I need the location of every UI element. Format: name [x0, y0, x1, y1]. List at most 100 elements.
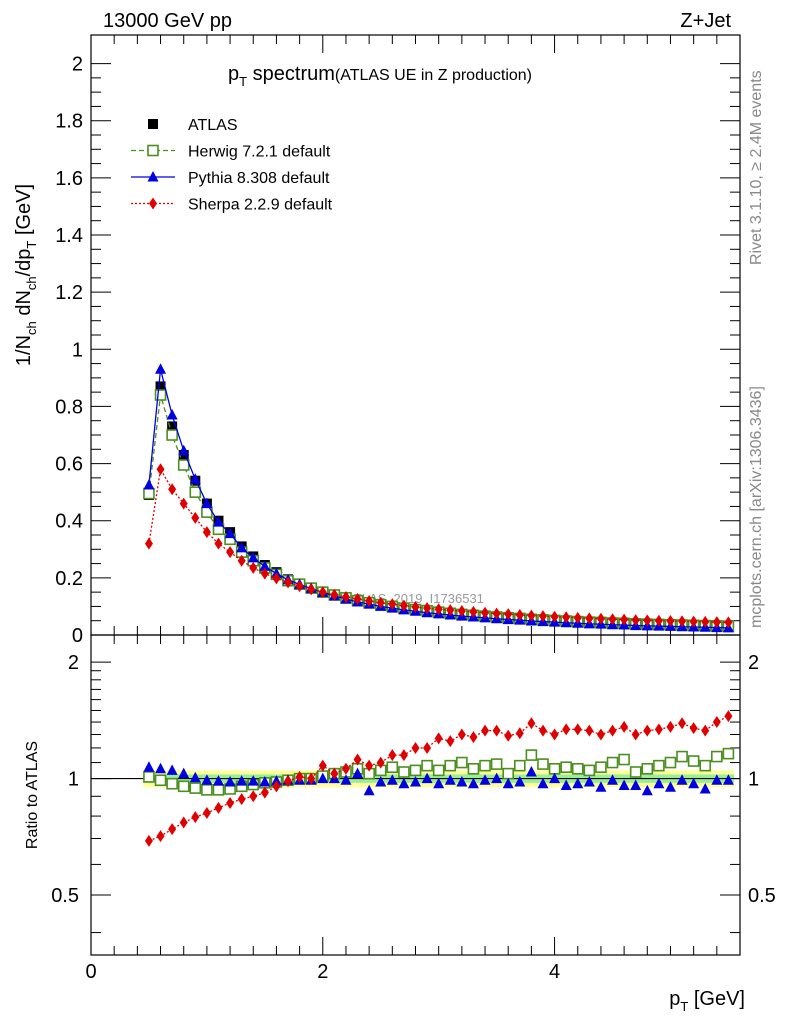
top-sherpa-point — [643, 614, 652, 627]
ratio-herwig-point — [583, 764, 596, 777]
ratio-pythia-point — [456, 775, 468, 787]
ratio-pythia-point — [189, 771, 201, 783]
ratio-herwig-point — [722, 747, 735, 760]
ratio-herwig-point — [514, 759, 526, 772]
top-sherpa-point — [399, 599, 408, 612]
legend-pythia-marker — [147, 171, 159, 182]
ratio-pythia-point — [201, 774, 213, 785]
ratio-sherpa-point — [237, 793, 246, 806]
ratio-herwig-point — [653, 759, 665, 772]
ratio-sherpa-point — [538, 724, 547, 737]
top-pythia-point — [166, 409, 178, 420]
ratio-pythia-point — [143, 761, 155, 772]
top-sherpa-point — [492, 607, 501, 620]
ratio-sherpa-point — [156, 830, 165, 843]
ratio-pythia-point — [653, 777, 665, 789]
ratio-herwig-point — [154, 774, 167, 787]
top-sherpa-point — [272, 572, 281, 585]
top-ytick-label: 2 — [72, 54, 83, 76]
top-sherpa-point — [689, 615, 698, 628]
ratio-sherpa-point — [411, 741, 420, 754]
top-pythia-point — [201, 497, 213, 509]
top-pythia-point — [155, 363, 167, 374]
ratio-sherpa-point — [643, 724, 652, 737]
legend-pythia-label: Pythia 8.308 default — [188, 170, 330, 187]
ratio-pythia-point — [711, 774, 723, 785]
legend-atlas-label: ATLAS — [188, 117, 238, 134]
ratio-sherpa-point — [226, 796, 235, 809]
ratio-herwig-point — [166, 777, 178, 790]
ratio-sherpa-point — [620, 720, 629, 733]
ratio-pythia-point — [386, 774, 398, 785]
ratio-sherpa-point — [284, 775, 293, 788]
top-sherpa-point — [550, 610, 559, 623]
top-ytick-label: 0.4 — [55, 511, 83, 533]
bottom-ytick-label: 1 — [68, 769, 79, 791]
ratio-sherpa-point — [168, 823, 177, 836]
ratio-sherpa-point — [712, 716, 721, 729]
ratio-herwig-point — [699, 759, 712, 772]
legend-sherpa-label: Sherpa 2.2.9 default — [188, 197, 333, 214]
ratio-herwig-point — [606, 756, 619, 769]
top-sherpa-point — [631, 614, 640, 627]
top-herwig-point — [154, 389, 167, 401]
top-ytick-label: 0.2 — [55, 568, 83, 590]
ratio-sherpa-point — [550, 728, 559, 741]
bottom-ytick-label-right: 0.5 — [748, 885, 776, 907]
ratio-pythia-point — [479, 774, 491, 785]
top-sherpa-point — [666, 615, 675, 627]
ratio-herwig-point — [548, 762, 561, 775]
top-sherpa-point — [608, 613, 617, 626]
ratio-herwig-point — [595, 761, 607, 774]
top-sherpa-point — [156, 463, 165, 476]
top-atlas-point — [155, 381, 166, 392]
ratio-sherpa-point — [654, 723, 663, 736]
top-ytick-label: 1 — [72, 339, 83, 361]
ratio-herwig-point — [143, 771, 155, 783]
top-ytick-label: 0.8 — [55, 396, 83, 418]
ratio-pythia-point — [236, 775, 248, 786]
top-herwig-point — [166, 429, 178, 441]
ratio-pythia-point — [398, 777, 410, 789]
ratio-pythia-point — [722, 774, 734, 785]
ratio-pythia-point — [340, 774, 352, 785]
ratio-sherpa-point — [260, 786, 269, 799]
ratio-sherpa-point — [307, 772, 316, 785]
ratio-sherpa-point — [399, 749, 408, 762]
ratio-sherpa-point — [330, 767, 339, 780]
top-sherpa-point — [481, 606, 490, 619]
ratio-sherpa-point — [492, 724, 501, 737]
ratio-sherpa-point — [608, 724, 617, 737]
ratio-pythia-point — [583, 775, 595, 787]
ratio-herwig-point — [641, 762, 654, 775]
top-herwig-point — [189, 486, 202, 498]
ratio-sherpa-point — [353, 753, 362, 766]
top-sherpa-point — [388, 598, 397, 611]
legend-atlas-marker — [148, 119, 158, 129]
ratio-sherpa-point — [318, 759, 327, 772]
header-left-text: 13000 GeV pp — [103, 10, 232, 32]
top-sherpa-point — [237, 554, 246, 567]
ratio-pythia-point — [166, 764, 178, 775]
top-sherpa-point — [295, 580, 304, 593]
top-axis-ticks: 0 0.2 0.4 0.6 0.8 1 1.2 1.4 1.6 1.8 2 — [55, 35, 741, 647]
top-herwig-point — [143, 487, 155, 500]
ratio-pythia-point — [224, 775, 236, 787]
ratio-herwig-point — [421, 759, 433, 772]
ratio-pythia-point — [178, 767, 190, 779]
ratio-herwig-point — [711, 750, 723, 763]
top-pythia-point — [143, 479, 155, 490]
ratio-pythia-point — [259, 775, 271, 787]
top-sherpa-point — [179, 497, 188, 510]
ratio-pythia-point — [212, 775, 224, 786]
ratio-pythia-point — [247, 775, 259, 786]
ratio-pythia-point — [155, 762, 167, 774]
top-sherpa-point — [191, 511, 200, 524]
ratio-sherpa-point — [596, 728, 605, 741]
ratio-sherpa-point — [202, 806, 211, 819]
ratio-sherpa-point — [701, 724, 710, 737]
top-sherpa-point — [284, 576, 293, 589]
top-sherpa-point — [457, 605, 466, 617]
ratio-herwig-point — [571, 762, 584, 775]
ratio-herwig-point — [201, 784, 213, 796]
